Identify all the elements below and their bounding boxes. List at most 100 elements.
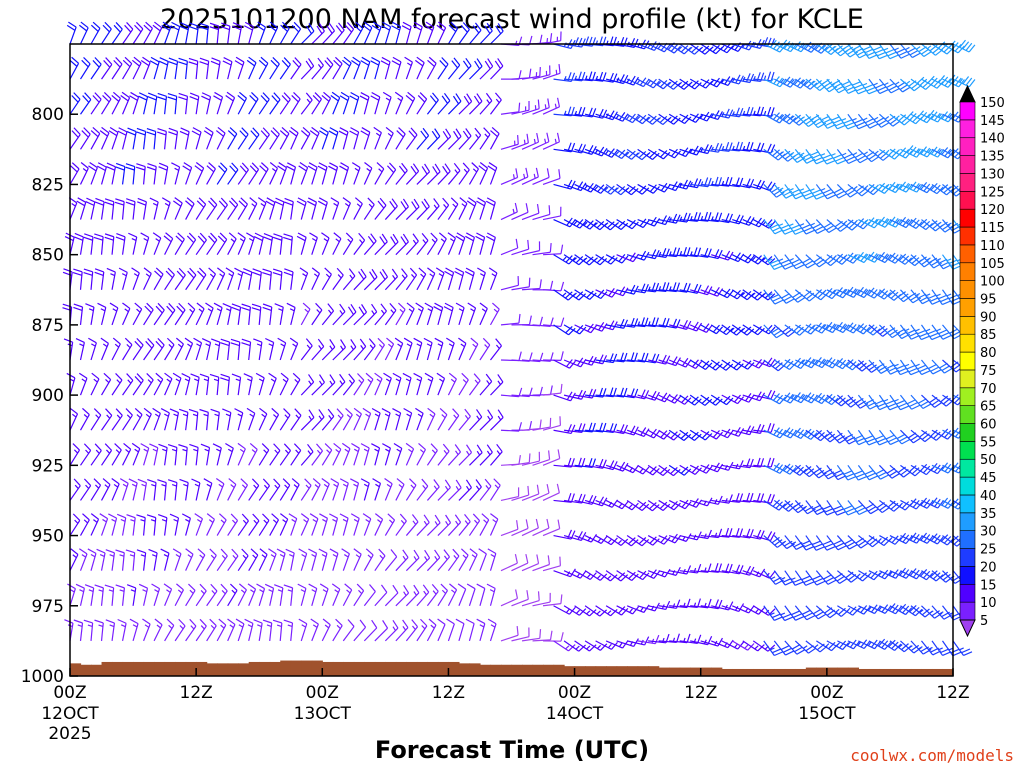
wind-barb (479, 22, 493, 45)
wind-barb (199, 22, 209, 45)
wind-barb (298, 548, 308, 571)
wind-barb (384, 619, 399, 642)
wind-barb (319, 513, 329, 536)
wind-barb (231, 373, 242, 396)
wind-barb (353, 619, 367, 642)
wind-barb (69, 162, 80, 185)
colorbar-swatch (959, 119, 976, 139)
wind-barb (185, 197, 195, 220)
ground-segment (259, 661, 271, 676)
wind-barb (763, 605, 783, 621)
wind-barb (374, 197, 387, 220)
y-tick-label: 850 (32, 246, 64, 266)
wind-barb (206, 583, 218, 607)
wind-barb (248, 92, 259, 115)
wind-barb (563, 389, 587, 400)
wind-barb (627, 283, 649, 294)
wind-barb (763, 184, 785, 198)
wind-barb (101, 21, 112, 45)
wind-barb (185, 302, 196, 326)
wind-barb (220, 373, 230, 396)
wind-barb (433, 302, 444, 326)
wind-barb (553, 605, 576, 615)
wind-barb (253, 338, 263, 361)
wind-barb (479, 302, 488, 326)
wind-barb (710, 324, 734, 336)
wind-barb (836, 113, 857, 130)
ground-segment (679, 667, 691, 676)
wind-barb (231, 303, 242, 325)
wind-barb (437, 407, 448, 431)
wind-barb (543, 244, 564, 256)
wind-barbs (62, 21, 976, 657)
wind-barb (106, 267, 116, 290)
wind-barb (353, 338, 367, 361)
wind-barb (269, 478, 281, 501)
wind-barb (269, 127, 280, 150)
wind-barb (847, 464, 867, 481)
wind-barb (742, 424, 765, 434)
wind-barb (373, 126, 382, 150)
wind-barb (321, 91, 332, 115)
wind-barb (128, 478, 138, 501)
wind-barb (169, 513, 180, 536)
wind-barb (952, 76, 976, 88)
wind-barb (116, 513, 127, 536)
wind-barb (147, 92, 158, 115)
wind-barb (511, 203, 529, 221)
wind-barb (78, 548, 88, 571)
wind-barb (332, 56, 343, 80)
wind-barb (97, 302, 107, 326)
wind-barb (164, 372, 173, 396)
wind-barb (371, 443, 381, 466)
wind-barb (532, 317, 554, 327)
ground-segment (511, 664, 523, 676)
wind-barb (447, 197, 459, 220)
wind-barb (332, 303, 346, 326)
wind-barb (532, 592, 551, 607)
wind-barb (500, 589, 519, 607)
wind-barb (360, 127, 371, 150)
wind-barb (795, 428, 818, 440)
wind-barb (868, 464, 889, 480)
wind-barb (370, 91, 381, 115)
wind-barb (426, 584, 439, 607)
wind-barb (382, 91, 392, 115)
wind-barb (296, 232, 307, 255)
x-tick-label: 00Z (53, 683, 86, 703)
wind-barb (206, 232, 218, 256)
watermark: coolwx.com/models (850, 746, 1014, 765)
wind-barb (330, 478, 340, 501)
wind-barb (318, 548, 328, 571)
wind-barb (216, 197, 228, 220)
wind-barb (353, 268, 367, 291)
wind-barb (342, 407, 353, 431)
wind-barb (251, 303, 262, 325)
wind-barb (122, 302, 131, 326)
wind-barb (111, 373, 123, 396)
wind-barb (679, 531, 702, 541)
wind-barb (290, 408, 302, 431)
wind-barb (300, 58, 315, 80)
wind-barb (732, 425, 755, 436)
wind-barb (521, 203, 540, 221)
wind-barb (605, 605, 629, 616)
ground-segment (795, 668, 807, 676)
ground-segment (868, 668, 881, 676)
wind-barb (262, 268, 272, 290)
wind-barb (374, 337, 385, 361)
wind-barb (464, 267, 475, 290)
wind-barb (79, 162, 89, 185)
wind-barb (543, 351, 564, 361)
wind-barb (805, 184, 825, 200)
colorbar-swatch (959, 101, 976, 121)
wind-barb (122, 373, 134, 396)
wind-barb (391, 21, 402, 45)
wind-barb (468, 513, 481, 536)
wind-barb (477, 267, 486, 290)
wind-barb (466, 583, 476, 606)
wind-barb (174, 267, 186, 291)
wind-barb (143, 267, 152, 291)
colorbar-label: 25 (980, 543, 997, 558)
wind-barb (426, 479, 440, 501)
